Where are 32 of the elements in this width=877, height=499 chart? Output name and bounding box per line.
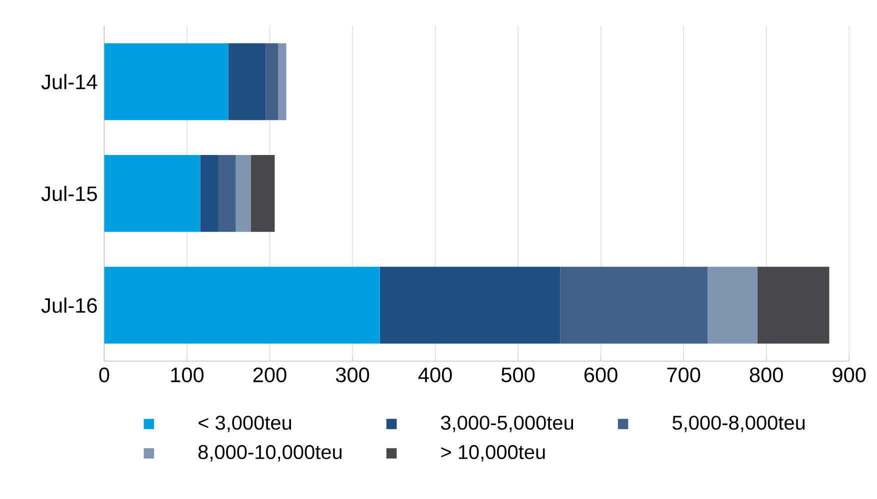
legend-label: 8,000-10,000teu	[198, 445, 342, 462]
bar	[200, 155, 218, 232]
x-tick-label: 300	[336, 368, 370, 382]
bar	[708, 266, 758, 344]
bar	[380, 266, 560, 344]
x-tick-label: 600	[584, 368, 618, 382]
x-tick-label: 100	[171, 368, 204, 382]
bar	[228, 43, 266, 120]
y-tick-label: Jul-16	[41, 298, 97, 313]
x-tick-label: 0	[99, 368, 110, 382]
bar	[757, 266, 830, 344]
bar	[266, 43, 278, 120]
y-tick-label: Jul-14	[41, 74, 98, 90]
x-tick-label: 800	[750, 368, 783, 382]
legend-label: > 10,000teu	[441, 445, 545, 462]
bar	[104, 155, 200, 232]
bar	[104, 266, 380, 344]
x-tick-label: 500	[501, 368, 535, 382]
bar	[278, 43, 286, 120]
bar	[250, 155, 275, 232]
legend-label: < 3,000teu	[198, 416, 292, 432]
y-tick-label: Jul-15	[41, 186, 97, 202]
x-tick-label: 900	[832, 368, 866, 382]
x-tick-label: 700	[667, 368, 700, 382]
legend-label: 3,000-5,000teu	[440, 416, 574, 432]
x-tick-label: 200	[253, 368, 286, 382]
bar	[560, 266, 708, 344]
bar	[104, 43, 228, 120]
legend-label: 5,000-8,000teu	[672, 416, 805, 432]
x-tick-label: 400	[418, 368, 452, 382]
bar	[236, 155, 251, 232]
bar	[218, 155, 236, 232]
